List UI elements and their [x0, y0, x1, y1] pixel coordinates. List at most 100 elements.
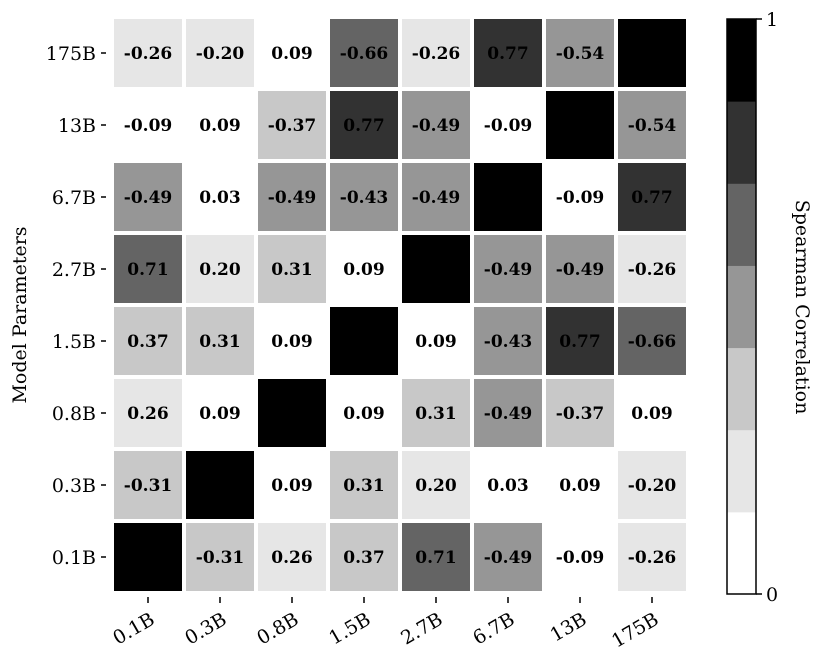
heatmap-cell — [618, 19, 686, 87]
cell-value-label: 0.09 — [343, 404, 384, 424]
x-tick-label: 2.7B — [397, 608, 446, 649]
cell-value-label: -0.31 — [124, 476, 172, 496]
cell-value-label: -0.20 — [196, 44, 245, 64]
cell-value-label: -0.09 — [556, 188, 604, 208]
heatmap-cell — [258, 523, 326, 591]
cell-value-label: 0.09 — [199, 116, 240, 136]
cell-value-label: 0.20 — [199, 260, 241, 280]
cell-value-label: -0.26 — [412, 44, 460, 64]
cell-value-label: 0.09 — [271, 44, 312, 64]
heatmap-cell — [114, 235, 182, 303]
heatmap-cell — [114, 91, 182, 159]
colorbar-border — [726, 18, 757, 595]
cell-value-label: 0.09 — [271, 476, 312, 496]
cell-value-label: 0.09 — [559, 476, 600, 496]
heatmap-cell — [258, 379, 326, 447]
cell-value-label: -0.26 — [124, 44, 172, 64]
cell-value-label: -0.49 — [412, 116, 460, 136]
heatmap-cell — [114, 451, 182, 519]
cell-value-label: 0.09 — [343, 260, 384, 280]
heatmap-cell — [474, 235, 542, 303]
colorbar-segment — [727, 183, 756, 266]
cell-value-label: 0.77 — [487, 44, 528, 64]
cell-value-label: -0.09 — [124, 116, 172, 136]
heatmap-cell — [546, 451, 614, 519]
cell-value-label: -0.54 — [556, 44, 605, 64]
heatmap-cell — [474, 523, 542, 591]
cell-value-label: 0.31 — [415, 404, 456, 424]
heatmap-cell — [186, 379, 254, 447]
cell-value-label: -0.26 — [628, 548, 676, 568]
heatmap-cell — [186, 523, 254, 591]
colorbar: 01 — [726, 9, 778, 606]
cell-value-label: -0.26 — [628, 260, 676, 280]
cell-value-label: 0.37 — [127, 332, 168, 352]
heatmap-cell — [258, 163, 326, 231]
cell-value-label: -0.37 — [556, 404, 604, 424]
colorbar-segment — [727, 101, 756, 184]
cell-value-label: -0.09 — [556, 548, 604, 568]
cell-value-label: 0.20 — [415, 476, 457, 496]
colorbar-segment — [727, 265, 756, 349]
x-tick-label: 13B — [546, 608, 590, 646]
x-tick-label: 0.1B — [109, 608, 158, 649]
cell-value-label: 0.09 — [415, 332, 456, 352]
cell-value-label: -0.49 — [412, 188, 460, 208]
cell-value-label: -0.49 — [556, 260, 604, 280]
cell-value-label: -0.66 — [628, 332, 676, 352]
cell-value-label: 0.77 — [343, 116, 384, 136]
heatmap-cell — [402, 19, 470, 87]
y-tick-label: 175B — [46, 43, 96, 65]
cell-value-label: 0.31 — [343, 476, 384, 496]
cell-value-label: -0.54 — [628, 116, 677, 136]
cell-value-label: 0.71 — [127, 260, 168, 280]
heatmap-cell — [330, 91, 398, 159]
y-tick-label: 0.8B — [52, 403, 96, 425]
heatmap-cell — [330, 451, 398, 519]
cell-value-label: 0.31 — [271, 260, 312, 280]
heatmap-cell — [402, 523, 470, 591]
heatmap-cell — [546, 19, 614, 87]
heatmap-cell — [618, 235, 686, 303]
heatmap-cells: -0.26 -0.20 0.09 -0.66 -0.26 0.77 -0.54 -0.09 0.… — [114, 19, 686, 591]
heatmap-cell — [402, 307, 470, 375]
heatmap-cell — [330, 523, 398, 591]
heatmap-cell — [258, 451, 326, 519]
heatmap-cell — [186, 307, 254, 375]
cell-value-label: -0.20 — [628, 476, 677, 496]
heatmap-cell — [546, 523, 614, 591]
heatmap-cell — [114, 19, 182, 87]
colorbar-segment — [727, 511, 756, 595]
cell-value-label: 0.37 — [343, 548, 384, 568]
heatmap-cell — [546, 379, 614, 447]
heatmap-cell — [186, 235, 254, 303]
x-tick-label: 6.7B — [469, 608, 518, 649]
y-axis-label: Model Parameters — [9, 226, 31, 403]
cell-value-label: 0.03 — [199, 188, 240, 208]
heatmap-cell — [186, 91, 254, 159]
cell-value-label: -0.49 — [124, 188, 172, 208]
cell-value-label: 0.03 — [487, 476, 528, 496]
heatmap-cell — [474, 19, 542, 87]
cell-value-label: 0.26 — [271, 548, 312, 568]
colorbar-segment — [727, 19, 756, 102]
heatmap-cell — [474, 379, 542, 447]
colorbar-tick-label: 0 — [766, 584, 778, 606]
heatmap-cell — [546, 307, 614, 375]
y-tick-label: 13B — [58, 115, 96, 137]
heatmap-cell — [114, 379, 182, 447]
heatmap-cell — [258, 19, 326, 87]
heatmap-cell — [546, 163, 614, 231]
heatmap-cell — [474, 91, 542, 159]
cell-value-label: -0.09 — [484, 116, 532, 136]
heatmap-cell — [330, 379, 398, 447]
heatmap-cell — [474, 163, 542, 231]
x-tick-label: 175B — [608, 608, 663, 652]
colorbar-segment — [727, 347, 756, 431]
colorbar-tick-label: 1 — [766, 9, 778, 31]
heatmap-cell — [186, 163, 254, 231]
cell-value-label: 0.09 — [271, 332, 312, 352]
cell-value-label: -0.66 — [340, 44, 388, 64]
y-tick-label: 0.3B — [52, 475, 96, 497]
